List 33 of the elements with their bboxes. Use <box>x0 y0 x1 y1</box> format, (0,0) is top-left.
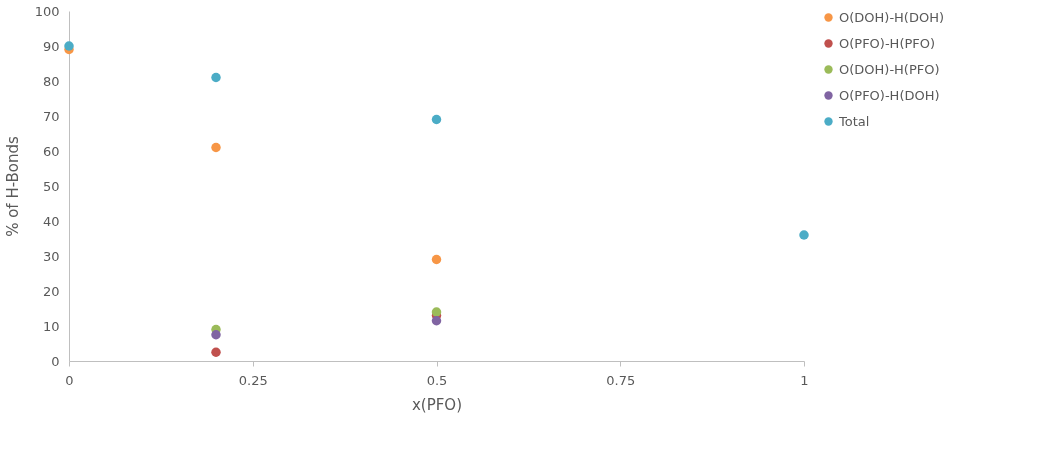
y-tick-label: 10 <box>42 318 60 334</box>
x-tick-label: 1 <box>800 372 809 388</box>
legend-label: O(PFO)-H(DOH) <box>839 87 940 103</box>
y-tick-label: 80 <box>42 73 60 89</box>
y-tick-label: 30 <box>42 248 60 264</box>
y-axis-title: % of H-Bonds <box>3 135 22 237</box>
x-tick-label: 0 <box>65 372 74 388</box>
y-tick-label: 100 <box>34 3 60 19</box>
point <box>211 330 221 340</box>
legend-label: Total <box>838 113 870 129</box>
y-tick-label: 60 <box>42 143 60 159</box>
x-tick-label: 0.75 <box>606 372 636 388</box>
y-tick-label: 20 <box>42 283 60 299</box>
point <box>431 316 442 326</box>
point <box>211 72 221 83</box>
legend-label: O(PFO)-H(PFO) <box>839 35 936 51</box>
point <box>431 254 442 265</box>
legend-label: O(DOH)-H(DOH) <box>839 9 945 25</box>
point <box>431 307 442 317</box>
y-tick-label: 70 <box>42 108 60 124</box>
x-axis-title: x(PFO) <box>411 395 463 414</box>
y-tick-label: 40 <box>42 213 60 229</box>
point <box>431 114 442 125</box>
y-tick-label: 0 <box>51 353 60 369</box>
point <box>64 41 74 51</box>
x-tick-label: 0.25 <box>238 372 268 388</box>
legend-label: O(DOH)-H(PFO) <box>839 61 940 77</box>
x-tick-label: 0.5 <box>426 372 448 388</box>
y-tick-label: 50 <box>42 178 60 194</box>
point <box>211 142 221 153</box>
point <box>799 230 809 240</box>
y-tick-label: 90 <box>42 38 60 54</box>
point <box>211 347 221 357</box>
